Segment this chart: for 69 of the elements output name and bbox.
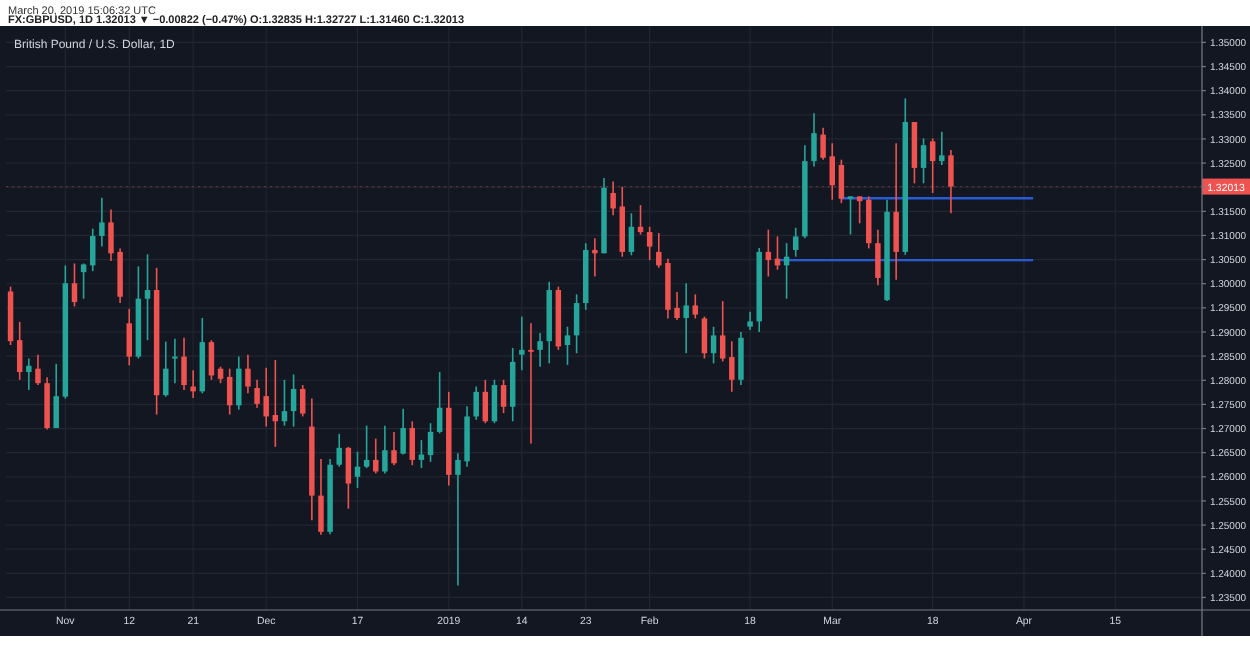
candlestick xyxy=(26,357,32,391)
candlestick xyxy=(53,363,59,429)
candlestick xyxy=(866,195,872,250)
candlestick xyxy=(929,137,936,194)
candlestick xyxy=(847,195,854,236)
candlestick xyxy=(829,142,835,201)
candlestick xyxy=(792,226,799,258)
candlestick xyxy=(345,446,352,510)
candlestick xyxy=(35,353,41,386)
candlestick xyxy=(290,373,297,428)
candlestick xyxy=(126,308,132,367)
candlestick xyxy=(893,142,899,281)
candlestick xyxy=(163,340,169,398)
candlestick xyxy=(318,458,324,536)
candlestick xyxy=(208,339,215,381)
candlestick xyxy=(519,315,525,371)
candlestick xyxy=(564,325,571,366)
candlestick xyxy=(89,227,96,272)
candlestick xyxy=(16,321,23,381)
candlestick xyxy=(236,355,242,411)
candlestick xyxy=(820,127,826,161)
candlestick xyxy=(190,369,196,399)
candlestick xyxy=(939,130,945,166)
candlestick xyxy=(245,353,251,395)
candlestick xyxy=(537,332,543,368)
candlestick xyxy=(226,367,233,416)
candlestick xyxy=(719,300,726,363)
candlestick xyxy=(436,371,443,435)
candlestick xyxy=(610,180,616,216)
candlestick xyxy=(299,384,306,418)
candlestick xyxy=(181,336,187,391)
candlestick xyxy=(646,225,653,261)
candlestick xyxy=(172,337,178,384)
candlestick xyxy=(747,310,753,331)
candlestick xyxy=(144,253,151,341)
candlestick xyxy=(71,262,78,308)
candlestick xyxy=(80,262,87,300)
candlestick xyxy=(692,293,699,320)
candlestick xyxy=(482,378,489,425)
candlestick xyxy=(619,185,625,258)
candlestick xyxy=(573,293,580,355)
candlestick xyxy=(738,331,744,386)
candlestick xyxy=(875,228,881,286)
candlestick xyxy=(701,315,708,360)
candlestick xyxy=(363,424,370,469)
candlestick xyxy=(400,407,406,456)
candlestick xyxy=(628,212,635,257)
candlestick xyxy=(491,378,498,425)
candlestick xyxy=(99,197,105,248)
candlestick xyxy=(856,195,863,225)
candlestick xyxy=(427,422,434,463)
candlestick xyxy=(920,137,927,185)
candlestick xyxy=(592,237,598,278)
candlestick xyxy=(528,322,534,445)
candlestick xyxy=(838,158,845,204)
candlestick xyxy=(811,112,817,168)
candlestick xyxy=(336,433,342,468)
candlestick xyxy=(500,378,507,414)
candlestick xyxy=(382,424,388,475)
candlestick xyxy=(391,431,397,467)
candlestick xyxy=(683,282,689,355)
candlestick xyxy=(948,149,954,215)
candlestick xyxy=(44,376,50,431)
candlestick xyxy=(509,347,516,423)
candlestick xyxy=(409,420,416,467)
candlestick xyxy=(729,340,735,393)
candlestick xyxy=(710,325,717,365)
candlestick xyxy=(911,121,918,185)
candlestick xyxy=(473,385,479,421)
